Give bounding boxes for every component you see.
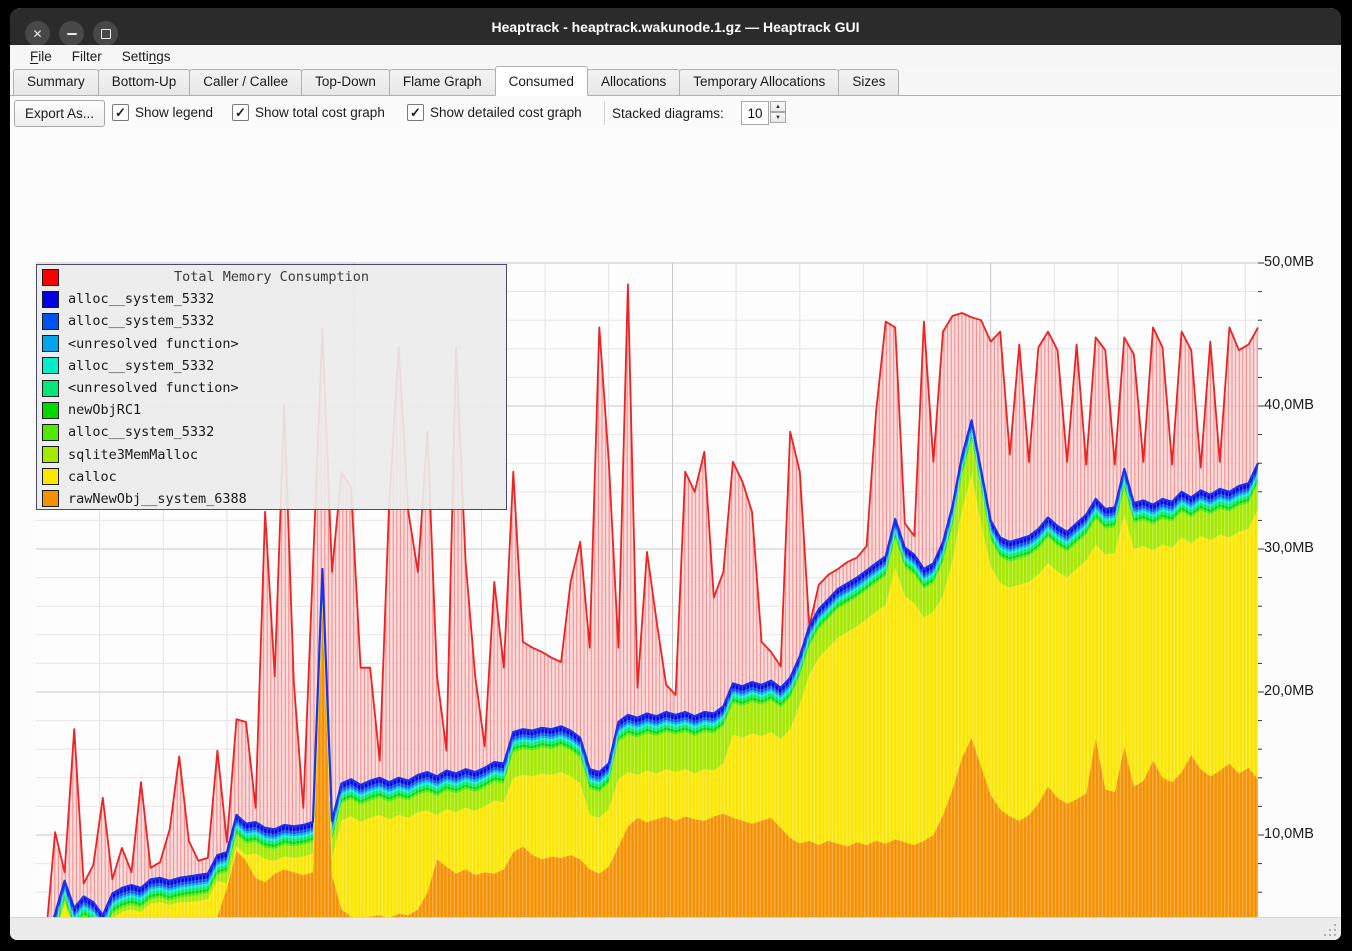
checkbox-show-legend[interactable]: ✓ Show legend xyxy=(112,104,213,121)
legend-title: Total Memory Consumption xyxy=(173,269,370,286)
chart-area: Total Memory Consumption alloc__system_53… xyxy=(10,130,1341,940)
tab-summary[interactable]: Summary xyxy=(13,69,99,95)
legend-row-rawnewobj-system-6388: rawNewObj__system_6388 xyxy=(37,488,506,510)
tab-bottom-up[interactable]: Bottom-Up xyxy=(97,69,191,95)
y-tick-label: 40,0MB xyxy=(1264,397,1314,413)
y-tick-label: 10,0MB xyxy=(1264,826,1314,842)
legend-label: rawNewObj__system_6388 xyxy=(68,490,247,507)
tab-bar: Summary Bottom-Up Caller / Callee Top-Down F… xyxy=(10,66,1341,96)
legend-label: <unresolved function> xyxy=(68,335,239,352)
legend-swatch-icon xyxy=(42,490,59,508)
legend-swatch-icon xyxy=(42,401,59,419)
application-window: ✕ Heaptrack - heaptrack.wakunode.1.gz — … xyxy=(10,8,1341,940)
menu-bar: File Filter Settings xyxy=(10,45,1341,68)
spinbox-value[interactable]: 10 xyxy=(741,101,769,125)
legend-swatch-icon xyxy=(42,379,59,397)
y-tick-label: 50,0MB xyxy=(1264,254,1314,270)
legend-swatch-icon xyxy=(42,268,59,286)
spin-down-icon[interactable]: ▼ xyxy=(770,112,786,123)
legend-row-alloc-system-5332: alloc__system_5332 xyxy=(37,355,506,377)
checkbox-label: Show detailed cost graph xyxy=(430,105,582,120)
titlebar[interactable]: ✕ Heaptrack - heaptrack.wakunode.1.gz — … xyxy=(10,8,1341,46)
close-icon[interactable]: ✕ xyxy=(25,21,50,46)
legend-swatch-icon xyxy=(42,468,59,486)
legend-swatch-icon xyxy=(42,335,59,353)
checkbox-show-detailed-cost-graph[interactable]: ✓ Show detailed cost graph xyxy=(407,104,582,121)
checkbox-label: Show legend xyxy=(135,105,214,120)
legend-row-alloc-system-5332: alloc__system_5332 xyxy=(37,421,506,443)
tab-allocations[interactable]: Allocations xyxy=(586,69,681,95)
legend-swatch-icon xyxy=(42,312,59,330)
legend-label: alloc__system_5332 xyxy=(68,357,215,374)
menu-file[interactable]: File xyxy=(30,49,52,64)
square-glyph xyxy=(100,28,111,39)
legend-row-calloc: calloc xyxy=(37,466,506,488)
legend-swatch-icon xyxy=(42,290,59,308)
legend-label: calloc xyxy=(68,468,117,485)
checkbox-box[interactable]: ✓ xyxy=(232,104,249,121)
menu-settings[interactable]: Settings xyxy=(121,49,171,64)
y-tick-label: 30,0MB xyxy=(1264,540,1314,556)
tab-consumed[interactable]: Consumed xyxy=(494,66,588,96)
legend-swatch-icon xyxy=(42,446,59,464)
legend-row-sqlite3memmalloc: sqlite3MemMalloc xyxy=(37,444,506,466)
tab-sizes[interactable]: Sizes xyxy=(838,69,900,95)
legend-row-unresolved-function: <unresolved function> xyxy=(37,377,506,399)
legend-swatch-icon xyxy=(42,357,59,375)
export-as-button[interactable]: Export As... xyxy=(14,100,106,127)
spinbox-buttons: ▲ ▼ xyxy=(770,101,786,125)
toolbar-separator xyxy=(604,101,605,125)
tab-top-down[interactable]: Top-Down xyxy=(301,69,390,95)
resize-grip-icon[interactable] xyxy=(1324,924,1336,936)
stacked-diagrams-spinbox[interactable]: 10 ▲ ▼ xyxy=(741,101,786,125)
legend-title-row: Total Memory Consumption xyxy=(37,266,506,288)
checkbox-label: Show total cost graph xyxy=(255,105,385,120)
spin-up-icon[interactable]: ▲ xyxy=(770,101,786,112)
stacked-diagrams-label: Stacked diagrams: xyxy=(612,106,724,121)
tab-flame-graph[interactable]: Flame Graph xyxy=(388,69,496,95)
legend-label: alloc__system_5332 xyxy=(68,424,215,441)
status-bar xyxy=(10,917,1341,940)
toolbar: Export As... Stacked diagrams: 10 ▲ ▼ ✓ S… xyxy=(10,96,1341,130)
minus-glyph xyxy=(66,32,77,35)
legend-swatch-icon xyxy=(42,423,59,441)
legend-label: alloc__system_5332 xyxy=(68,313,215,330)
legend-row-unresolved-function: <unresolved function> xyxy=(37,333,506,355)
y-tick-label: 20,0MB xyxy=(1264,683,1314,699)
legend-label: sqlite3MemMalloc xyxy=(68,446,199,463)
legend-label: alloc__system_5332 xyxy=(68,291,215,308)
legend-label: <unresolved function> xyxy=(68,380,239,397)
minimize-icon[interactable] xyxy=(59,21,84,46)
legend-row-alloc-system-5332: alloc__system_5332 xyxy=(37,288,506,310)
legend-row-newobjrc1: newObjRC1 xyxy=(37,399,506,421)
menu-filter[interactable]: Filter xyxy=(71,49,102,64)
tab-temporary-allocations[interactable]: Temporary Allocations xyxy=(679,69,840,95)
chart-legend: Total Memory Consumption alloc__system_53… xyxy=(36,264,507,510)
tab-caller-callee[interactable]: Caller / Callee xyxy=(189,69,303,95)
window-title: Heaptrack - heaptrack.wakunode.1.gz — He… xyxy=(491,18,860,35)
checkbox-box[interactable]: ✓ xyxy=(407,104,424,121)
maximize-icon[interactable] xyxy=(93,21,118,46)
legend-label: newObjRC1 xyxy=(68,402,142,419)
legend-row-alloc-system-5332: alloc__system_5332 xyxy=(37,310,506,332)
checkbox-show-total-cost-graph[interactable]: ✓ Show total cost graph xyxy=(232,104,385,121)
checkbox-box[interactable]: ✓ xyxy=(112,104,129,121)
